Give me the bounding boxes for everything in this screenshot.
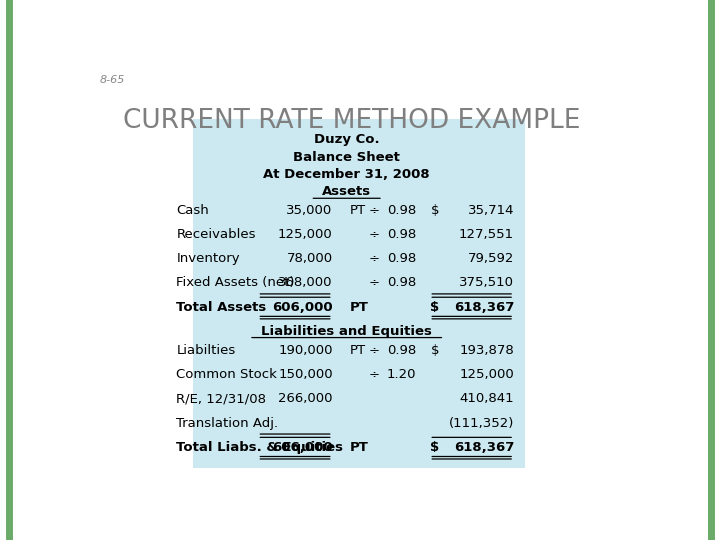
Text: 35,714: 35,714 (467, 204, 514, 217)
Text: 125,000: 125,000 (278, 228, 333, 241)
Text: 1.20: 1.20 (387, 368, 416, 381)
Text: Liabilties: Liabilties (176, 344, 235, 357)
Text: Cash: Cash (176, 204, 210, 217)
Text: 79,592: 79,592 (468, 252, 514, 265)
Text: PT: PT (349, 441, 369, 454)
Text: 127,551: 127,551 (459, 228, 514, 241)
Text: ÷: ÷ (369, 344, 380, 357)
Text: 0.98: 0.98 (387, 276, 416, 289)
Text: 375,510: 375,510 (459, 276, 514, 289)
Text: PT: PT (349, 301, 369, 314)
Text: 0.98: 0.98 (387, 228, 416, 241)
Text: 8-65: 8-65 (100, 75, 125, 85)
Text: 193,878: 193,878 (459, 344, 514, 357)
FancyBboxPatch shape (193, 119, 526, 468)
Text: Inventory: Inventory (176, 252, 240, 265)
Text: 0.98: 0.98 (387, 344, 416, 357)
Text: ÷: ÷ (369, 228, 380, 241)
Text: Balance Sheet: Balance Sheet (293, 151, 400, 164)
Text: 125,000: 125,000 (459, 368, 514, 381)
Text: 78,000: 78,000 (287, 252, 333, 265)
Text: 0.98: 0.98 (387, 204, 416, 217)
Text: ÷: ÷ (369, 276, 380, 289)
Text: Assets: Assets (322, 185, 372, 198)
Text: ÷: ÷ (369, 252, 380, 265)
Text: CURRENT RATE METHOD EXAMPLE: CURRENT RATE METHOD EXAMPLE (124, 109, 581, 134)
Text: $: $ (431, 204, 439, 217)
Text: $: $ (431, 441, 439, 454)
Text: ÷: ÷ (369, 368, 380, 381)
Text: Liabilities and Equities: Liabilities and Equities (261, 325, 432, 338)
Text: 606,000: 606,000 (272, 301, 333, 314)
Text: Common Stock: Common Stock (176, 368, 277, 381)
Text: 410,841: 410,841 (459, 393, 514, 406)
Text: 190,000: 190,000 (278, 344, 333, 357)
Text: Total Assets: Total Assets (176, 301, 266, 314)
Text: 606,000: 606,000 (272, 441, 333, 454)
Text: $: $ (431, 344, 439, 357)
Text: (111,352): (111,352) (449, 416, 514, 429)
Text: 368,000: 368,000 (278, 276, 333, 289)
Text: Receivables: Receivables (176, 228, 256, 241)
Text: Total Liabs. & Equities: Total Liabs. & Equities (176, 441, 343, 454)
Text: Translation Adj.: Translation Adj. (176, 416, 279, 429)
Text: 150,000: 150,000 (278, 368, 333, 381)
Text: $: $ (431, 301, 439, 314)
Text: At December 31, 2008: At December 31, 2008 (264, 168, 430, 181)
Text: 618,367: 618,367 (454, 301, 514, 314)
Text: Duzy Co.: Duzy Co. (314, 133, 379, 146)
Text: 266,000: 266,000 (278, 393, 333, 406)
Text: R/E, 12/31/08: R/E, 12/31/08 (176, 393, 266, 406)
Text: PT: PT (349, 204, 366, 217)
Text: Fixed Assets (net): Fixed Assets (net) (176, 276, 295, 289)
Text: PT: PT (349, 344, 366, 357)
Text: 35,000: 35,000 (287, 204, 333, 217)
Text: 0.98: 0.98 (387, 252, 416, 265)
Text: 618,367: 618,367 (454, 441, 514, 454)
Text: ÷: ÷ (369, 204, 380, 217)
